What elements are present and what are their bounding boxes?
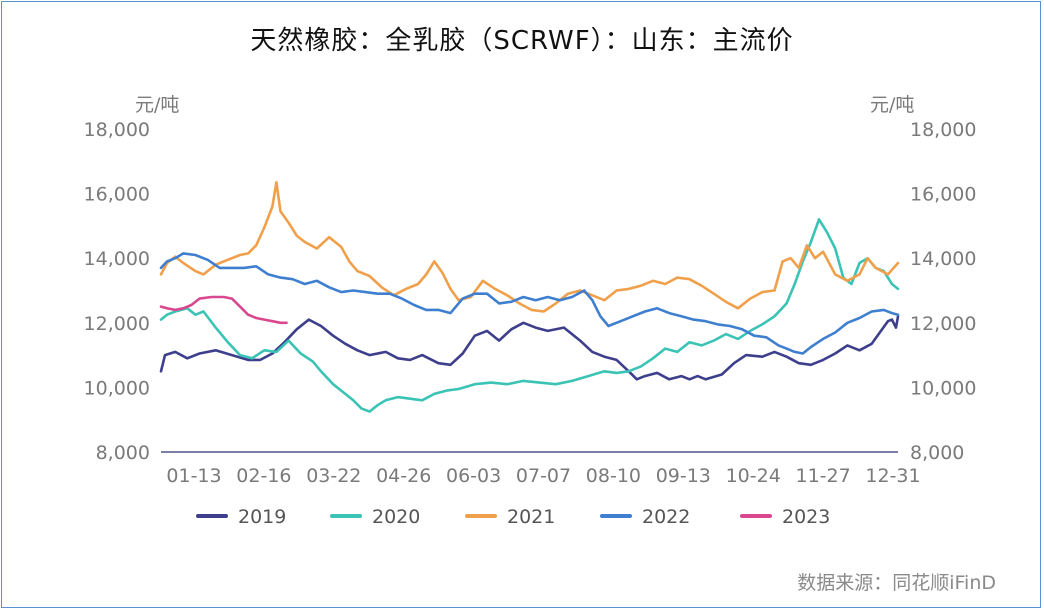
x-tick-label: 01-13: [166, 465, 221, 487]
y-tick-left-label: 18,000: [84, 119, 150, 141]
x-tick-label: 04-26: [376, 465, 431, 487]
y-tick-right-label: 18,000: [910, 119, 976, 141]
series-line-2023: [159, 295, 288, 325]
series-line-2019: [159, 315, 900, 381]
y-tick-left-label: 16,000: [84, 184, 150, 206]
y-tick-right-label: 8,000: [910, 442, 964, 464]
y-tick-left-label: 8,000: [96, 442, 150, 464]
x-tick-label: 08-10: [586, 465, 641, 487]
series-line-2021: [159, 181, 900, 313]
data-source: 数据来源：同花顺iFinD: [797, 572, 996, 594]
y-tick-right-label: 14,000: [910, 248, 976, 270]
x-tick-label: 03-22: [306, 465, 361, 487]
legend-label-2023: 2023: [782, 506, 830, 528]
x-tick-label: 09-13: [656, 465, 711, 487]
x-tick-label: 12-31: [865, 465, 920, 487]
y-tick-right-label: 10,000: [910, 377, 976, 399]
y-tick-left-label: 14,000: [84, 248, 150, 270]
series-line-2020: [159, 218, 900, 413]
y-unit-left: 元/吨: [135, 94, 179, 116]
series-line-2022: [159, 252, 900, 355]
legend-label-2021: 2021: [507, 506, 555, 528]
y-tick-left-label: 12,000: [84, 313, 150, 335]
y-tick-right-label: 16,000: [910, 184, 976, 206]
legend-label-2022: 2022: [642, 506, 690, 528]
legend-label-2020: 2020: [372, 506, 420, 528]
y-tick-right-label: 12,000: [910, 313, 976, 335]
chart-title: 天然橡胶：全乳胶（SCRWF）：山东：主流价: [250, 26, 794, 56]
legend-label-2019: 2019: [238, 506, 286, 528]
x-tick-label: 06-03: [446, 465, 501, 487]
y-unit-right: 元/吨: [870, 94, 914, 116]
x-tick-label: 11-27: [795, 465, 850, 487]
x-tick-label: 07-07: [516, 465, 571, 487]
x-tick-label: 02-16: [236, 465, 291, 487]
y-tick-left-label: 10,000: [84, 377, 150, 399]
x-tick-label: 10-24: [726, 465, 781, 487]
